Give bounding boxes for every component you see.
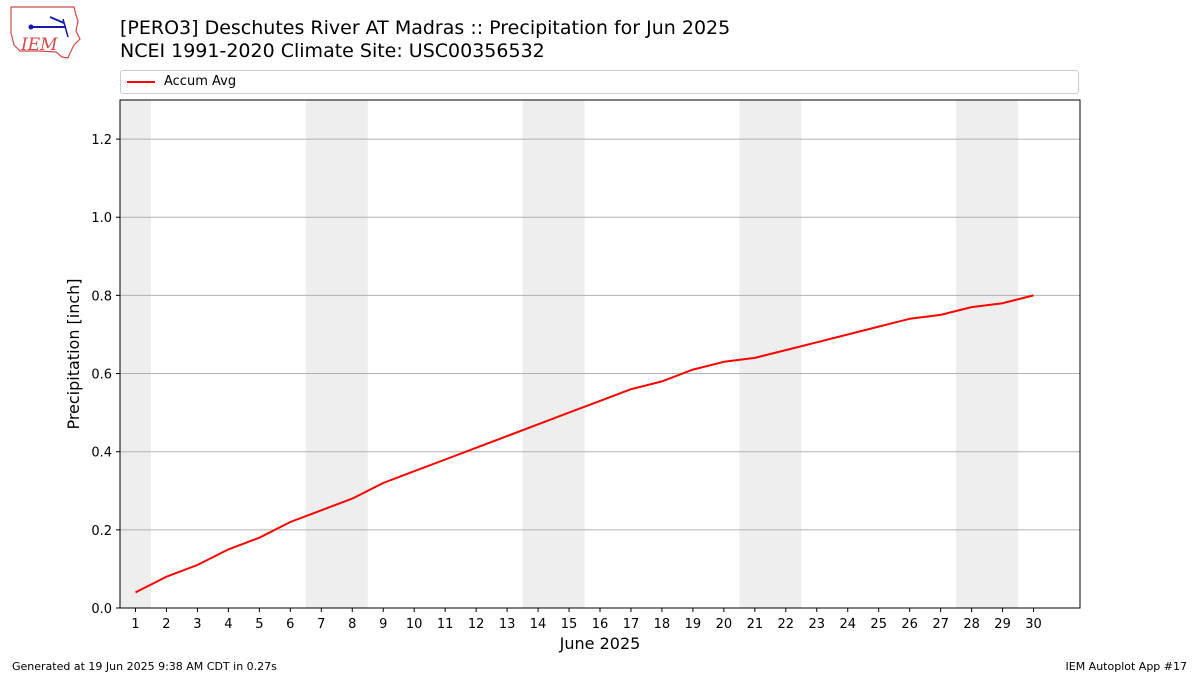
x-tick-label: 20 bbox=[716, 617, 733, 632]
y-tick-label: 1.2 bbox=[91, 133, 112, 148]
chart-subtitle: NCEI 1991-2020 Climate Site: USC00356532 bbox=[120, 40, 545, 62]
iem-logo-icon: IEM bbox=[10, 6, 81, 59]
legend: Accum Avg bbox=[120, 70, 1079, 94]
legend-label: Accum Avg bbox=[164, 74, 237, 89]
logo-text: IEM bbox=[20, 35, 58, 55]
x-tick-label: 2 bbox=[162, 617, 170, 632]
x-tick-label: 16 bbox=[592, 617, 609, 632]
plot-frame bbox=[119, 99, 1081, 609]
x-tick-label: 18 bbox=[654, 617, 671, 632]
y-tick-label: 0.2 bbox=[91, 524, 112, 539]
x-tick-label: 14 bbox=[530, 617, 547, 632]
x-tick-label: 29 bbox=[994, 617, 1011, 632]
footer-generated: Generated at 19 Jun 2025 9:38 AM CDT in … bbox=[12, 660, 277, 673]
x-tick-label: 30 bbox=[1025, 617, 1042, 632]
x-tick-label: 22 bbox=[778, 617, 795, 632]
y-axis-label: Precipitation [inch] bbox=[64, 278, 83, 429]
x-tick-label: 6 bbox=[286, 617, 294, 632]
series-line-accum-avg bbox=[135, 294, 1034, 594]
y-tick-label: 0.6 bbox=[91, 368, 112, 383]
chart-title: [PERO3] Deschutes River AT Madras :: Pre… bbox=[120, 17, 731, 39]
x-tick-label: 10 bbox=[406, 617, 423, 632]
x-tick-label: 21 bbox=[747, 617, 764, 632]
x-tick-label: 19 bbox=[685, 617, 702, 632]
x-tick-label: 28 bbox=[963, 617, 980, 632]
weekend-band bbox=[956, 100, 1019, 608]
x-tick-label: 3 bbox=[193, 617, 201, 632]
x-tick-label: 1 bbox=[131, 617, 139, 632]
x-tick-label: 12 bbox=[468, 617, 485, 632]
x-tick-label: 25 bbox=[870, 617, 887, 632]
x-tick-label: 5 bbox=[255, 617, 263, 632]
x-tick-label: 13 bbox=[499, 617, 516, 632]
y-tick-label: 0.4 bbox=[91, 446, 112, 461]
x-tick-label: 17 bbox=[623, 617, 640, 632]
y-tick-label: 0.8 bbox=[91, 289, 112, 304]
x-tick-label: 9 bbox=[379, 617, 387, 632]
x-tick-label: 23 bbox=[809, 617, 826, 632]
x-tick-label: 27 bbox=[932, 617, 949, 632]
x-tick-label: 8 bbox=[348, 617, 356, 632]
x-tick-label: 15 bbox=[561, 617, 578, 632]
weekend-band bbox=[120, 100, 151, 608]
legend-swatch bbox=[127, 81, 155, 83]
y-tick-label: 0.0 bbox=[91, 602, 112, 617]
footer-app: IEM Autoplot App #17 bbox=[1065, 660, 1188, 673]
x-tick-label: 24 bbox=[839, 617, 856, 632]
y-tick-label: 1.0 bbox=[91, 211, 112, 226]
x-axis-label: June 2025 bbox=[559, 634, 641, 653]
weekend-band bbox=[522, 100, 585, 608]
weekend-band bbox=[305, 100, 368, 608]
x-tick-label: 4 bbox=[224, 617, 232, 632]
x-tick-label: 11 bbox=[437, 617, 454, 632]
x-tick-label: 26 bbox=[901, 617, 918, 632]
x-tick-label: 7 bbox=[317, 617, 325, 632]
